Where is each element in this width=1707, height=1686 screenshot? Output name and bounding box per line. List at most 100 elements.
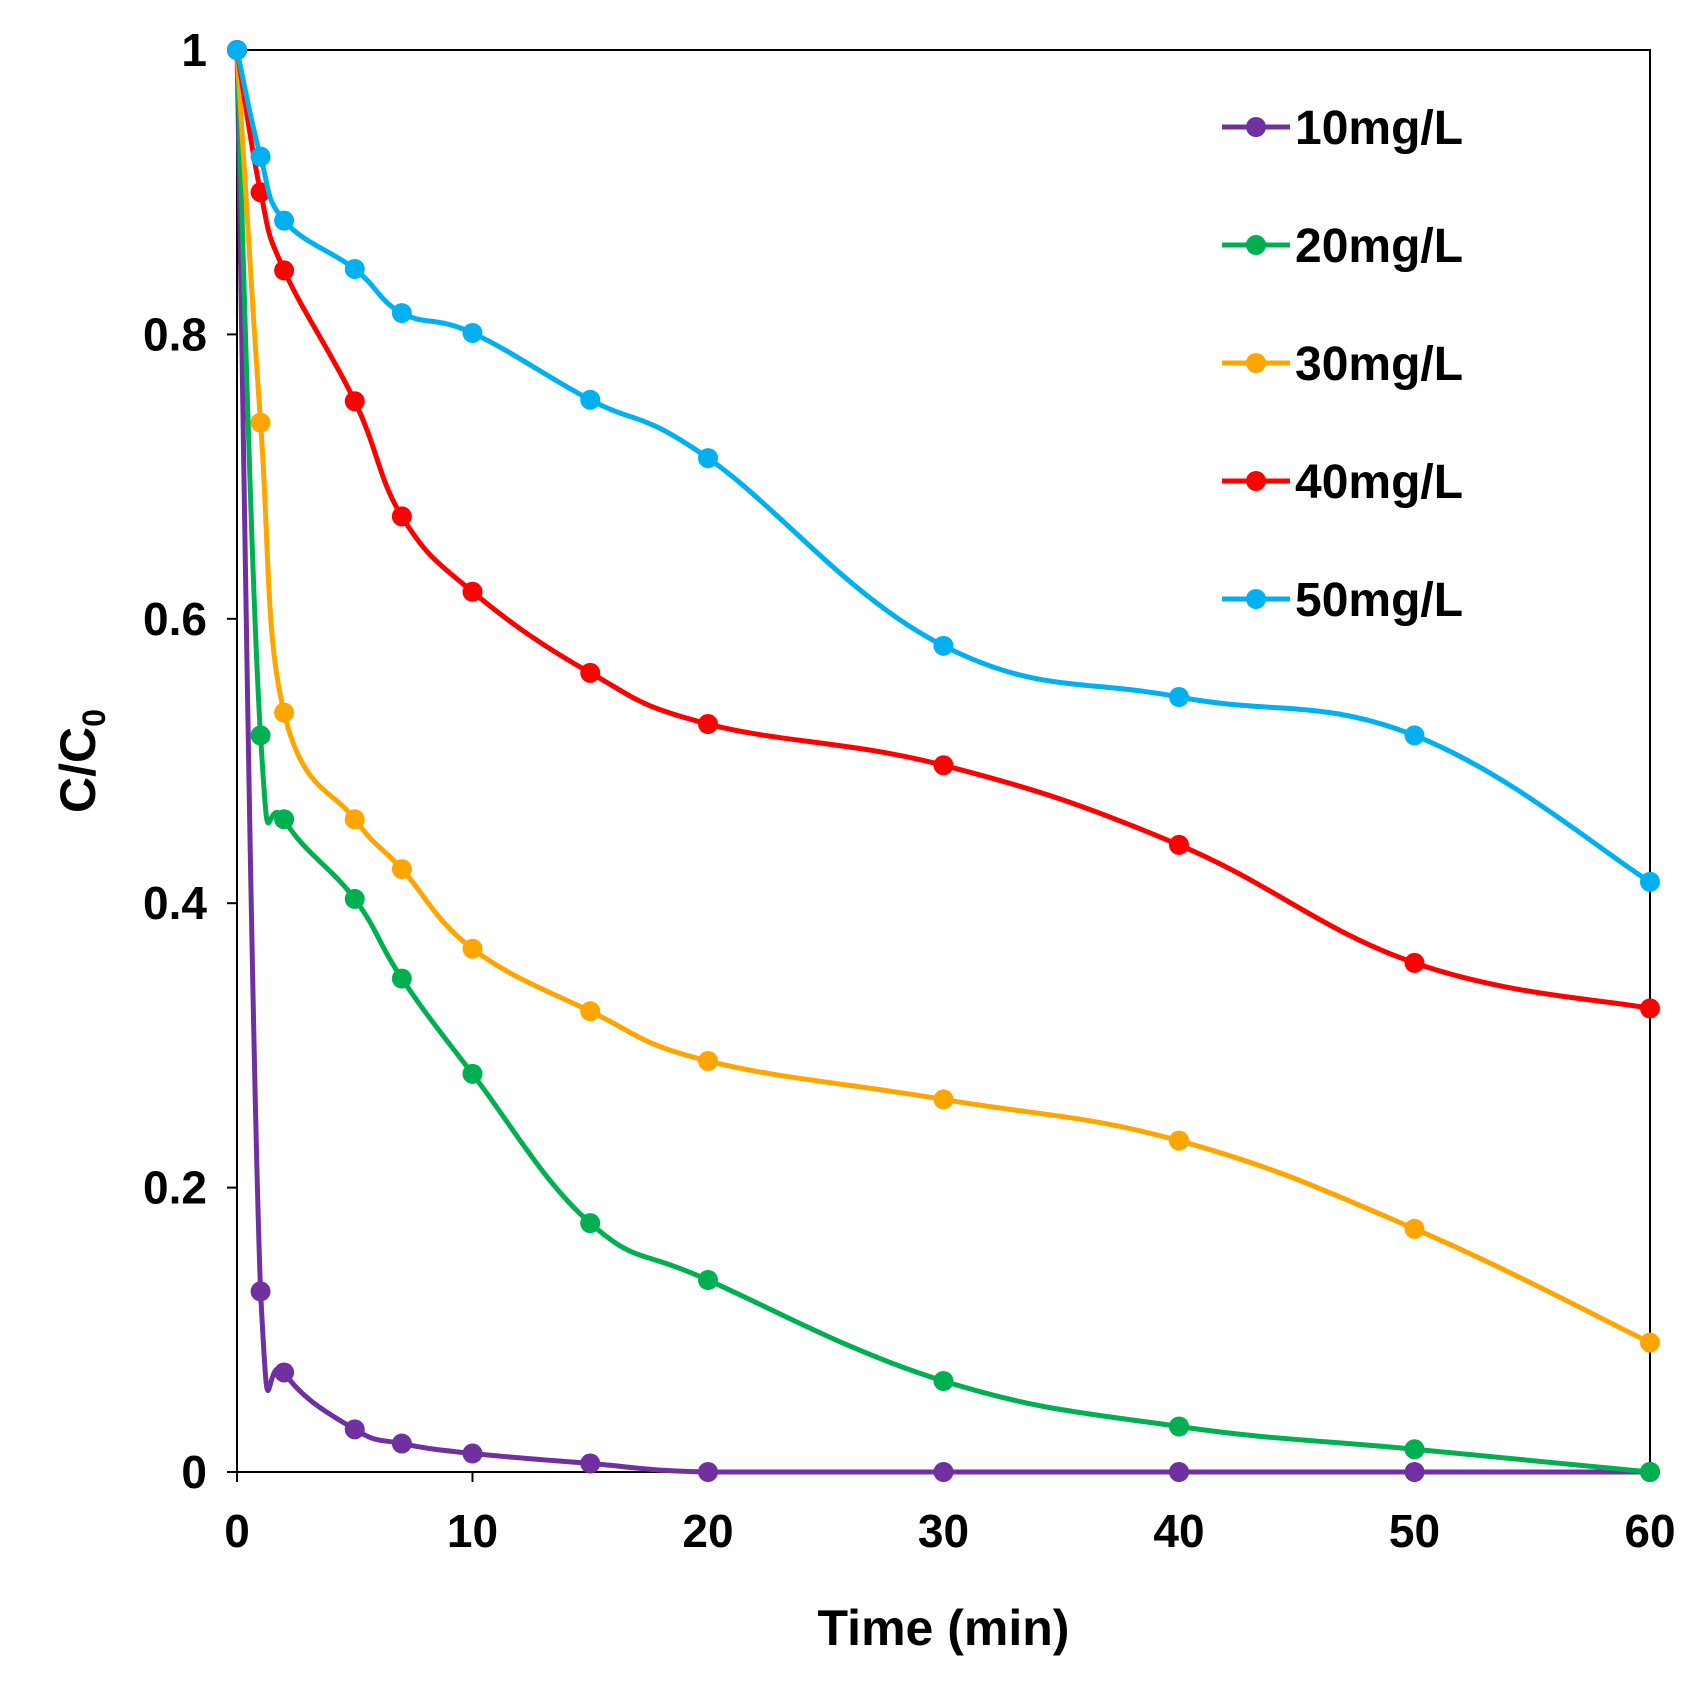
data-point bbox=[1640, 1332, 1660, 1353]
legend-marker bbox=[1246, 353, 1266, 373]
series-line bbox=[234, 49, 1652, 1345]
data-point bbox=[227, 40, 247, 60]
legend: 10mg/L 20mg/L 30mg/L 40mg/L 50mg/L bbox=[1222, 102, 1463, 627]
data-point bbox=[580, 1453, 601, 1474]
data-point bbox=[580, 1213, 601, 1234]
data-point bbox=[462, 322, 483, 343]
legend-marker bbox=[1246, 235, 1266, 255]
legend-marker bbox=[1246, 589, 1266, 609]
data-point bbox=[1169, 1130, 1189, 1151]
data-point bbox=[1169, 834, 1189, 855]
data-point bbox=[391, 859, 412, 880]
legend-label: 50mg/L bbox=[1295, 574, 1463, 627]
data-point bbox=[580, 662, 601, 683]
series-layer bbox=[227, 40, 1660, 1482]
data-point bbox=[1169, 687, 1189, 708]
data-point bbox=[462, 581, 483, 602]
data-point bbox=[1404, 1462, 1425, 1482]
data-point bbox=[462, 1063, 483, 1084]
data-point bbox=[580, 389, 601, 410]
x-tick-label: 50 bbox=[1389, 1505, 1440, 1557]
data-point bbox=[274, 809, 295, 830]
data-point bbox=[250, 412, 271, 433]
data-point bbox=[344, 258, 365, 279]
legend-label: 10mg/L bbox=[1295, 102, 1463, 155]
series-30mg-l bbox=[227, 40, 1660, 1353]
legend-marker bbox=[1246, 117, 1266, 137]
x-tick-label: 30 bbox=[918, 1505, 969, 1557]
data-point bbox=[933, 1462, 954, 1482]
y-tick-label: 0.6 bbox=[143, 593, 207, 645]
y-tick-label: 0.2 bbox=[143, 1162, 207, 1214]
data-point bbox=[344, 1419, 365, 1440]
x-axis: 0 10 20 30 40 50 60 bbox=[224, 1472, 1676, 1557]
series-line bbox=[234, 49, 1650, 1475]
legend-item: 10mg/L bbox=[1222, 102, 1463, 155]
data-point bbox=[698, 1051, 718, 1072]
data-point bbox=[344, 391, 365, 412]
data-point bbox=[250, 146, 271, 167]
data-point bbox=[462, 938, 483, 959]
data-point bbox=[933, 755, 954, 776]
series-line bbox=[234, 49, 1651, 1475]
x-tick-label: 60 bbox=[1624, 1505, 1675, 1557]
data-point bbox=[274, 210, 295, 231]
data-point bbox=[698, 714, 718, 735]
data-point bbox=[1404, 1218, 1425, 1239]
data-point bbox=[391, 968, 412, 989]
data-point bbox=[1640, 871, 1660, 892]
legend-item: 20mg/L bbox=[1222, 220, 1463, 273]
data-point bbox=[698, 1462, 718, 1482]
series-line bbox=[234, 49, 1652, 884]
data-point bbox=[274, 1362, 295, 1383]
series-10mg-l bbox=[227, 40, 1660, 1482]
y-axis: 0 0.2 0.4 0.6 0.8 1 bbox=[143, 24, 237, 1498]
data-point bbox=[1404, 725, 1425, 746]
legend-label: 20mg/L bbox=[1295, 220, 1463, 273]
data-point bbox=[933, 1370, 954, 1391]
x-tick-label: 0 bbox=[224, 1505, 250, 1557]
data-point bbox=[391, 303, 412, 324]
data-point bbox=[344, 809, 365, 830]
series-40mg-l bbox=[227, 40, 1660, 1019]
legend-label: 30mg/L bbox=[1295, 338, 1463, 391]
series-line bbox=[234, 49, 1651, 1011]
data-point bbox=[1640, 998, 1660, 1019]
y-axis-title-main: C/C bbox=[50, 727, 106, 813]
y-axis-title-subscript: 0 bbox=[76, 709, 112, 727]
data-point bbox=[1169, 1462, 1189, 1482]
data-point bbox=[344, 888, 365, 909]
y-tick-label: 0 bbox=[181, 1446, 207, 1498]
data-point bbox=[274, 702, 295, 723]
y-tick-label: 0.8 bbox=[143, 308, 207, 360]
data-point bbox=[391, 506, 412, 527]
y-tick-label: 0.4 bbox=[143, 877, 207, 929]
y-axis-title: C/C0 bbox=[50, 709, 112, 813]
series-50mg-l bbox=[227, 40, 1660, 892]
data-point bbox=[698, 1270, 718, 1291]
data-point bbox=[250, 1281, 271, 1302]
y-tick-label: 1 bbox=[181, 24, 207, 76]
legend-label: 40mg/L bbox=[1295, 456, 1463, 509]
x-tick-label: 10 bbox=[447, 1505, 498, 1557]
data-point bbox=[698, 448, 718, 469]
data-point bbox=[1169, 1416, 1189, 1437]
data-point bbox=[1640, 1462, 1660, 1482]
x-tick-label: 40 bbox=[1153, 1505, 1204, 1557]
data-point bbox=[274, 260, 295, 281]
legend-item: 40mg/L bbox=[1222, 456, 1463, 509]
legend-marker bbox=[1246, 471, 1266, 491]
x-axis-title: Time (min) bbox=[818, 1600, 1070, 1656]
data-point bbox=[391, 1433, 412, 1454]
data-point bbox=[250, 725, 271, 746]
x-tick-label: 20 bbox=[682, 1505, 733, 1557]
data-point bbox=[933, 635, 954, 656]
data-point bbox=[1404, 952, 1425, 973]
data-point bbox=[1404, 1439, 1425, 1460]
legend-item: 50mg/L bbox=[1222, 574, 1463, 627]
data-point bbox=[580, 1001, 601, 1022]
legend-item: 30mg/L bbox=[1222, 338, 1463, 391]
data-point bbox=[933, 1089, 954, 1110]
data-point bbox=[462, 1443, 483, 1464]
